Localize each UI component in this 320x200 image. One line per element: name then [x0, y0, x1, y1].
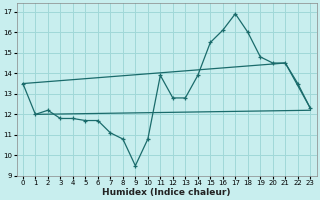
X-axis label: Humidex (Indice chaleur): Humidex (Indice chaleur): [102, 188, 231, 197]
